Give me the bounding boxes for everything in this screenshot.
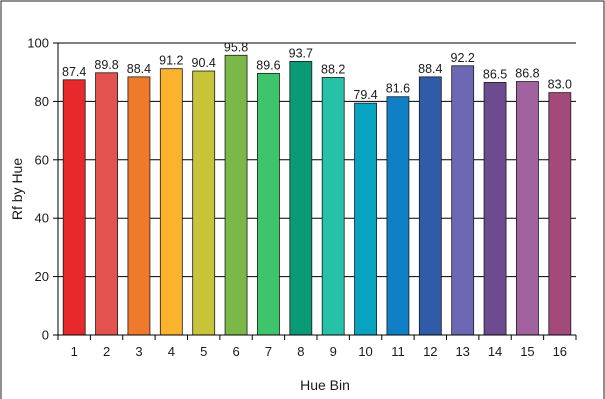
y-tick-label: 60 <box>35 152 49 167</box>
x-tick-label: 14 <box>488 344 502 359</box>
data-label: 87.4 <box>62 65 86 79</box>
x-axis-title: Hue Bin <box>300 377 350 393</box>
bar <box>159 68 183 336</box>
x-tick-label: 5 <box>200 344 207 359</box>
x-tick-label: 11 <box>391 344 405 359</box>
data-label: 92.2 <box>451 51 475 65</box>
bar <box>386 96 410 336</box>
x-tick-labels: 1 2 3 4 5 6 7 8 9 10 11 12 13 14 15 16 <box>71 344 567 359</box>
data-label: 88.4 <box>418 62 442 76</box>
data-label: 90.4 <box>192 56 216 70</box>
bar <box>127 76 151 336</box>
data-label: 95.8 <box>224 40 248 54</box>
data-label: 91.2 <box>159 54 183 68</box>
axes <box>53 42 577 340</box>
x-tick-label: 4 <box>168 344 175 359</box>
y-tick-label: 20 <box>35 269 49 284</box>
bar <box>548 92 572 336</box>
bar <box>321 77 345 336</box>
data-label: 86.8 <box>515 67 539 81</box>
data-label: 81.6 <box>386 82 410 96</box>
x-tick-label: 1 <box>71 344 78 359</box>
x-tick-label: 2 <box>103 344 110 359</box>
x-tick-label: 12 <box>423 344 437 359</box>
bar <box>483 82 507 336</box>
data-label: 88.4 <box>127 62 151 76</box>
y-axis-title: Rf by Hue <box>9 158 25 220</box>
bar <box>354 102 377 336</box>
data-label: 79.4 <box>353 88 377 102</box>
bar <box>95 72 118 336</box>
x-tick-label: 6 <box>232 344 239 359</box>
y-tick-labels: 0 20 40 60 80 100 <box>27 36 49 343</box>
data-label: 83.0 <box>548 78 572 92</box>
x-tick-label: 3 <box>135 344 142 359</box>
x-tick-label: 10 <box>358 344 372 359</box>
y-tick-label: 40 <box>35 211 49 226</box>
bar <box>192 70 216 336</box>
data-label: 86.5 <box>483 67 507 81</box>
data-label: 93.7 <box>289 46 313 60</box>
x-tick-label: 13 <box>455 344 469 359</box>
bar <box>451 65 475 336</box>
bar <box>289 60 313 336</box>
bar <box>516 81 539 336</box>
x-tick-label: 15 <box>520 344 534 359</box>
data-label: 89.6 <box>256 58 280 72</box>
x-tick-label: 7 <box>265 344 272 359</box>
x-tick-label: 9 <box>330 344 337 359</box>
bar <box>224 54 248 336</box>
data-label: 88.2 <box>321 62 345 76</box>
bar <box>257 72 280 336</box>
data-labels: 87.4 89.8 88.4 91.2 90.4 95.8 89.6 93.7 88.2 79.4… <box>62 40 572 102</box>
bar <box>62 79 86 336</box>
y-tick-label: 80 <box>35 94 49 109</box>
y-tick-label: 100 <box>27 36 49 51</box>
x-tick-label: 16 <box>553 344 567 359</box>
x-tick-label: 8 <box>297 344 304 359</box>
data-label: 89.8 <box>94 58 118 72</box>
y-tick-label: 0 <box>42 328 49 343</box>
bar <box>418 76 442 336</box>
bars <box>62 54 572 336</box>
